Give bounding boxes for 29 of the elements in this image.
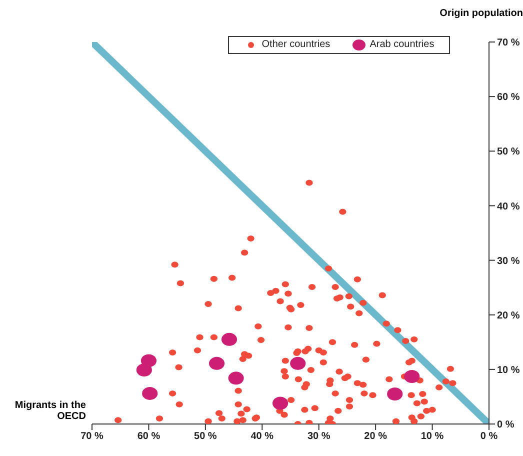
- x-tick-label: 50 %: [194, 431, 217, 442]
- x-tick-label: 30 %: [307, 431, 330, 442]
- legend-label: Arab countries: [370, 38, 434, 52]
- y-tick-label: 0 %: [497, 420, 514, 431]
- point: [142, 386, 158, 400]
- x-tick-label: 20 %: [364, 431, 388, 442]
- x-tick-label: 10 %: [420, 431, 444, 442]
- point: [387, 387, 403, 400]
- y-tick-label: 40 %: [497, 201, 520, 212]
- point: [290, 356, 306, 370]
- point: [272, 396, 288, 410]
- y-axis-title: Origin population: [440, 8, 523, 19]
- point: [221, 332, 238, 346]
- point: [404, 370, 420, 384]
- x-axis-title: Migrants in the OECD: [14, 400, 86, 422]
- y-tick-label: 50 %: [497, 146, 520, 158]
- y-tick-label: 20 %: [497, 310, 520, 322]
- point: [228, 372, 244, 385]
- point: [208, 356, 225, 370]
- y-tick-label: 60 %: [497, 92, 520, 104]
- y-tick-label: 70 %: [497, 38, 520, 49]
- x-tick-label: 70 %: [80, 431, 104, 442]
- x-tick-label: 0 %: [480, 431, 498, 442]
- legend-label: Other countries: [262, 38, 330, 52]
- x-tick-label: 60 %: [137, 431, 160, 442]
- y-tick-label: 30 %: [497, 256, 520, 267]
- x-tick-label: 40 %: [250, 431, 274, 442]
- point: [136, 363, 152, 376]
- y-tick-label: 10 %: [497, 364, 520, 376]
